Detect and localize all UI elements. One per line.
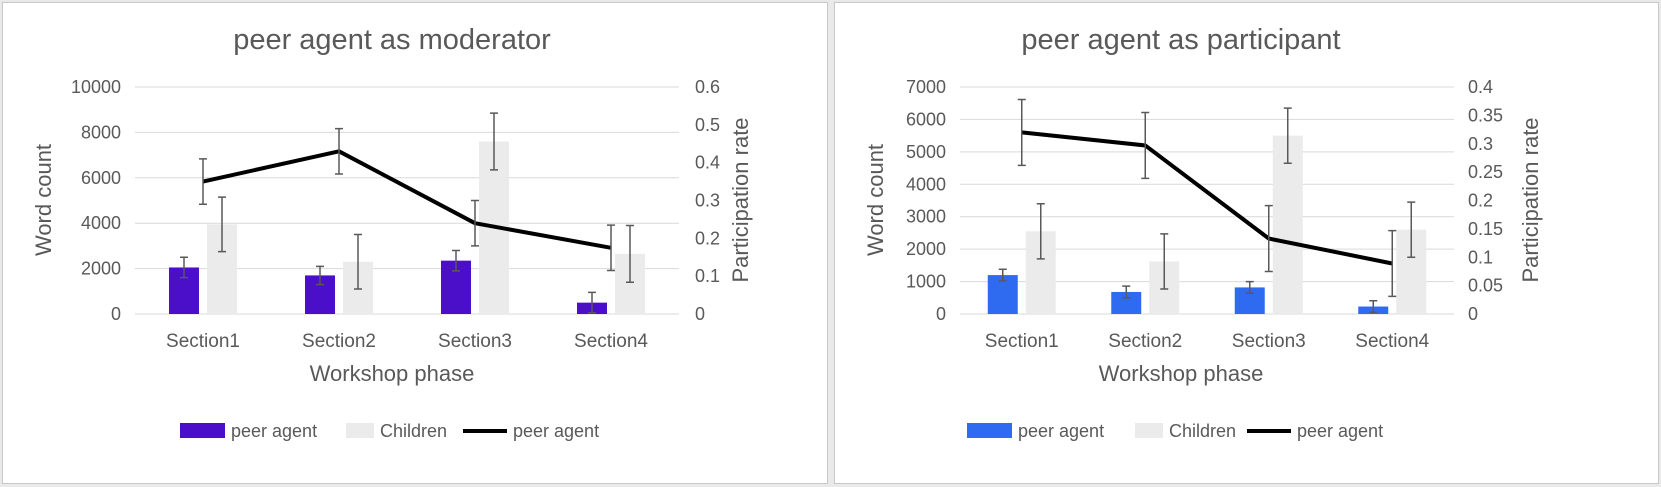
y2-tick-label: 0.6 [695,77,720,97]
y-tick-label: 6000 [81,168,121,188]
y-tick-label: 5000 [906,142,946,162]
y-tick-label: 8000 [81,122,121,142]
y2-axis-title: Participation rate [1518,117,1543,282]
legend-label: Children [1169,421,1236,441]
x-tick-label: Section3 [1232,331,1306,352]
x-tick-label: Section1 [166,331,240,352]
y-tick-label: 3000 [906,207,946,227]
chart-svg-participant: peer agent as participant 0 1000 2000 3000 4… [863,24,1543,441]
line-series-participation [202,149,612,250]
y-tick-label: 2000 [81,259,121,279]
y-tick-label: 7000 [906,77,946,97]
y2-tick-label: 0.05 [1468,276,1503,296]
error-bar [354,233,362,290]
y2-tick-label: 0 [695,304,705,324]
legend-label: Children [380,421,447,441]
line-series-participation [1021,130,1393,266]
y2-tick-label: 0.3 [695,191,720,211]
error-bar [316,265,324,286]
x-axis-title: Workshop phase [1099,361,1264,386]
x-axis-title: Workshop phase [310,361,475,386]
y2-tick-label: 0.4 [1468,77,1493,97]
y2-tick-label: 0.1 [1468,247,1493,267]
y-tick-label: 0 [111,304,121,324]
error-bar [490,112,498,171]
y2-tick-label: 0.5 [695,115,720,135]
y2-tick-label: 0 [1468,304,1478,324]
chart-svg-moderator: peer agent as moderator 0 2000 4000 6000 800… [31,24,753,441]
error-bar [452,249,460,272]
error-bar [1160,233,1169,290]
error-bar [1036,202,1045,260]
y2-tick-label: 0.25 [1468,162,1503,182]
chart-panel-participant: peer agent as participant 0 1000 2000 3000 4… [834,2,1659,484]
legend-label: peer agent [231,421,317,441]
error-bar [218,196,226,253]
y2-tick-label: 0.4 [695,153,720,173]
y-tick-label: 2000 [906,239,946,259]
y2-tick-label: 0.3 [1468,134,1493,154]
y2-tick-label: 0.1 [695,266,720,286]
x-tick-label: Section2 [302,331,376,352]
x-tick-label: Section1 [985,331,1059,352]
error-bar [1245,280,1254,294]
y2-tick-label: 0.35 [1468,105,1503,125]
x-tick-label: Section4 [1355,331,1429,352]
y-tick-label: 1000 [906,272,946,292]
legend-label: peer agent [1018,421,1104,441]
y2-axis-title: Participation rate [728,117,753,282]
legend-label: peer agent [1297,421,1383,441]
x-tick-label: Section3 [438,331,512,352]
y-tick-label: 10000 [71,77,121,97]
legend-swatch [967,423,1012,438]
error-bar [626,224,634,283]
x-tick-label: Section4 [574,331,648,352]
y2-tick-label: 0.2 [1468,191,1493,211]
y-tick-label: 4000 [81,213,121,233]
bar-children [1272,135,1303,314]
legend-label: peer agent [513,421,599,441]
error-bar [1369,299,1378,314]
y-axis-title: Word count [31,144,56,256]
error-bar [998,268,1007,282]
y-tick-label: 0 [936,304,946,324]
chart-panel-moderator: peer agent as moderator 0 2000 4000 6000 800… [2,2,828,484]
error-bar [588,291,596,314]
y2-tick-label: 0.15 [1468,219,1503,239]
error-bar [1283,107,1292,164]
legend-swatch [1135,423,1163,438]
y-axis-title: Word count [863,144,888,256]
bar-peer-agent [1111,291,1142,314]
x-tick-label: Section2 [1108,331,1182,352]
chart-title: peer agent as participant [1021,24,1340,56]
y2-tick-label: 0.2 [695,228,720,248]
error-bar [180,256,188,279]
y-tick-label: 4000 [906,174,946,194]
chart-title: peer agent as moderator [233,24,551,56]
legend-swatch [346,423,374,438]
legend-swatch [180,423,225,438]
error-bar [1407,201,1416,258]
error-bar [1122,285,1131,299]
y-tick-label: 6000 [906,109,946,129]
